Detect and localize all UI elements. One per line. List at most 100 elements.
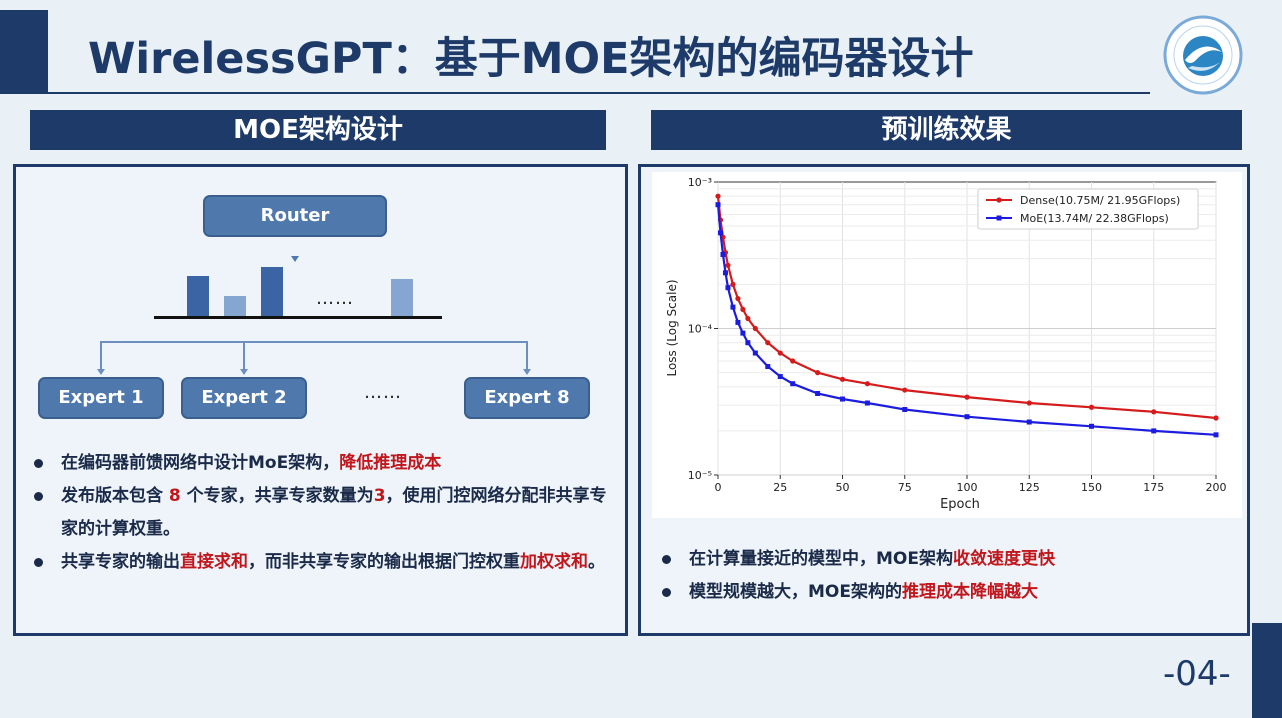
data-point-moe <box>840 396 845 402</box>
highlight-text: 加权求和 <box>520 552 588 572</box>
data-point-moe <box>790 381 796 387</box>
bullet-text: ，使用门控网络分配非共享专家的计算权重。 <box>61 486 607 539</box>
data-point-dense <box>745 315 751 322</box>
bullet-item: 在计算量接近的模型中，MOE架构收敛速度更快 <box>662 543 1222 576</box>
data-point-moe <box>1213 432 1219 438</box>
data-point-dense <box>1213 415 1219 421</box>
pretraining-header: 预训练效果 <box>651 110 1242 150</box>
chart-grid <box>717 182 1217 476</box>
x-tick-label: 100 <box>957 481 978 494</box>
data-point-moe <box>715 202 721 208</box>
data-point-dense <box>735 295 741 302</box>
x-tick-label: 125 <box>1019 481 1040 494</box>
series-line-dense <box>716 196 1217 420</box>
loss-chart: 0 25 50 75 100 125 150 175 200 10⁻³ 10⁻⁴ 10⁻⁵ Epoc… <box>652 172 1242 518</box>
bullet-item: 发布版本包含 8 个专家，共享专家数量为3，使用门控网络分配非共享专家的计算权重… <box>34 480 614 546</box>
bullet-text: 个专家，共享专家数量为 <box>180 486 374 506</box>
right-accent-bar <box>1252 623 1282 718</box>
data-point-dense <box>730 281 736 287</box>
chart-legend: Dense(10.75M/ 21.95GFlops) MoE(13.74M/ 2… <box>977 188 1199 230</box>
x-tick-label: 75 <box>898 481 912 494</box>
legend-moe-marker <box>996 215 1002 221</box>
highlight-text: 降低推理成本 <box>339 453 442 473</box>
x-tick-label: 0 <box>715 481 722 494</box>
arrow-down-icon <box>523 369 531 375</box>
highlight-text: 收敛速度更快 <box>952 549 1055 569</box>
legend-moe-label: MoE(13.74M/ 22.38GFlops) <box>1020 212 1169 225</box>
bullet-item: 在编码器前馈网络中设计MoE架构，降低推理成本 <box>34 447 614 480</box>
data-point-moe <box>730 304 736 310</box>
university-logo-icon <box>1163 15 1243 95</box>
data-point-moe <box>722 270 728 276</box>
bullet-item: 共享专家的输出直接求和，而非共享专家的输出根据门控权重加权求和。 <box>34 546 614 579</box>
legend-dense-marker <box>996 197 1002 203</box>
data-point-dense <box>725 262 731 268</box>
pretraining-bullet-list: 在计算量接近的模型中，MOE架构收敛速度更快 模型规模越大，MOE架构的推理成本降… <box>662 543 1222 609</box>
highlight-text: 8 <box>168 486 181 506</box>
arrow-down-icon <box>97 369 105 375</box>
legend-dense-label: Dense(10.75M/ 21.95GFlops) <box>1020 194 1180 207</box>
arrow-down-icon <box>240 369 248 375</box>
data-point-dense <box>864 381 870 387</box>
gate-weight-bar <box>261 267 283 316</box>
router-box: Router <box>203 195 387 237</box>
data-point-moe <box>725 285 731 291</box>
x-tick-label: 25 <box>773 481 787 494</box>
data-point-moe <box>1089 423 1094 429</box>
data-point-dense <box>752 325 758 332</box>
x-axis-ticks: 0 25 50 75 100 125 150 175 200 <box>715 475 1227 494</box>
gate-weight-bar <box>224 296 246 316</box>
data-point-moe <box>964 414 970 420</box>
data-point-moe <box>815 391 821 397</box>
x-tick-label: 200 <box>1206 481 1227 494</box>
router-marker-icon <box>291 256 299 262</box>
data-point-dense <box>902 387 908 393</box>
x-tick-label: 150 <box>1081 481 1102 494</box>
data-point-moe <box>752 350 758 356</box>
data-point-moe <box>740 330 746 336</box>
data-point-moe <box>864 400 870 406</box>
highlight-text: 3 <box>373 486 386 506</box>
data-point-dense <box>777 350 783 356</box>
y-axis-ticks: 10⁻³ 10⁻⁴ 10⁻⁵ <box>688 176 718 482</box>
data-point-dense <box>790 358 796 364</box>
data-point-dense <box>715 193 721 199</box>
data-point-moe <box>1151 428 1157 434</box>
expert-8-box: Expert 8 <box>464 377 590 419</box>
bullet-item: 模型规模越大，MOE架构的推理成本降幅越大 <box>662 576 1222 609</box>
y-tick-label: 10⁻³ <box>688 176 712 189</box>
y-tick-label: 10⁻⁴ <box>688 323 713 336</box>
y-tick-label: 10⁻⁵ <box>688 469 712 482</box>
left-accent-bar <box>0 10 48 94</box>
x-tick-label: 50 <box>836 481 850 494</box>
connector-line <box>100 341 102 369</box>
chart-series <box>715 193 1219 438</box>
x-axis-label: Epoch <box>940 497 980 512</box>
data-point-moe <box>735 319 741 325</box>
moe-design-header: MOE架构设计 <box>30 110 606 150</box>
data-point-moe <box>717 230 723 236</box>
data-point-dense <box>740 306 746 313</box>
connector-line <box>526 341 528 369</box>
bullet-text: 发布版本包含 <box>61 486 169 506</box>
page-number: -04- <box>1163 654 1231 694</box>
moe-bullet-list: 在编码器前馈网络中设计MoE架构，降低推理成本 发布版本包含 8 个专家，共享专家… <box>34 447 614 579</box>
data-point-moe <box>745 340 751 346</box>
series-line-moe <box>716 204 1217 436</box>
bullet-text: 在编码器前馈网络中设计MoE架构， <box>61 453 340 473</box>
data-point-dense <box>1151 409 1157 415</box>
data-point-dense <box>1026 400 1032 406</box>
data-point-dense <box>1088 404 1095 410</box>
data-point-moe <box>902 406 908 412</box>
slide-title: WirelessGPT：基于MOE架构的编码器设计 <box>88 34 974 84</box>
bullet-text: 共享专家的输出 <box>61 552 180 572</box>
bullet-text: 模型规模越大，MOE架构的 <box>689 582 902 602</box>
data-point-dense <box>815 370 821 376</box>
highlight-text: 推理成本降幅越大 <box>901 582 1038 602</box>
data-point-moe <box>765 364 771 370</box>
expert-1-box: Expert 1 <box>38 377 164 419</box>
data-point-moe <box>1026 419 1032 425</box>
data-point-moe <box>720 251 726 257</box>
data-point-dense <box>765 340 771 346</box>
bar-baseline <box>154 316 442 319</box>
